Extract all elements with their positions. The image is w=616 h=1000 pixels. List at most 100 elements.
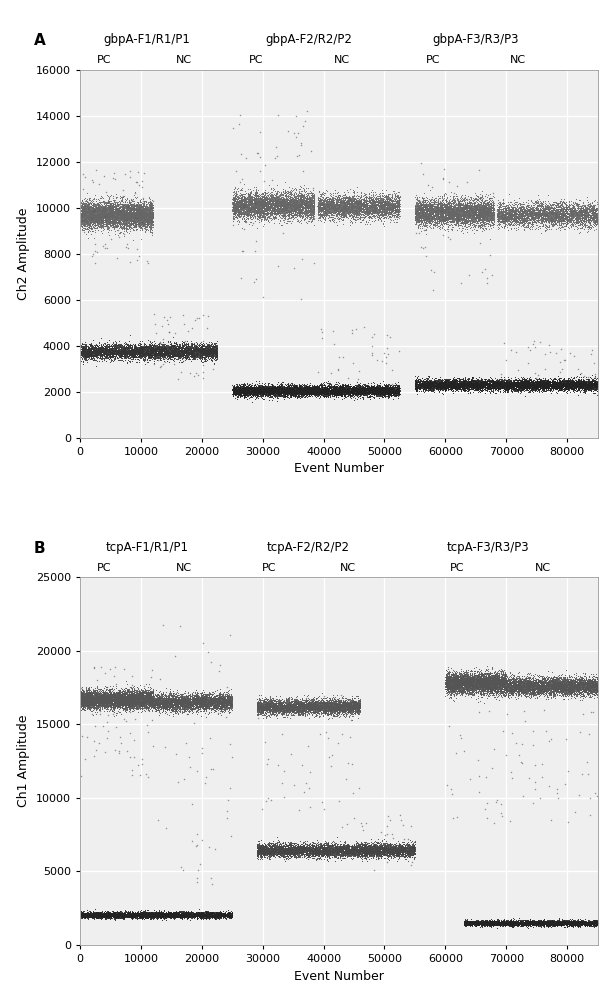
Point xyxy=(99,691,108,707)
Point xyxy=(316,844,326,860)
Point xyxy=(111,205,121,221)
Point xyxy=(322,204,332,220)
Point xyxy=(493,677,503,693)
Point xyxy=(253,701,263,717)
Point xyxy=(297,386,307,402)
Point xyxy=(288,376,298,392)
Point xyxy=(137,694,147,710)
Point xyxy=(368,382,378,398)
Point xyxy=(493,915,503,931)
Point xyxy=(489,374,499,390)
Point xyxy=(305,383,315,399)
Point xyxy=(556,670,565,686)
Point xyxy=(214,686,224,702)
Point xyxy=(79,694,89,710)
Point xyxy=(573,918,583,934)
Point xyxy=(315,206,325,222)
Point xyxy=(394,843,404,859)
Point xyxy=(148,349,158,365)
Point xyxy=(325,691,335,707)
Point xyxy=(442,201,452,217)
Point xyxy=(473,377,483,393)
Point xyxy=(125,354,135,370)
Point xyxy=(557,378,567,394)
Point xyxy=(91,694,100,710)
Point xyxy=(105,905,115,921)
Point xyxy=(573,679,583,695)
Point xyxy=(562,201,572,217)
Point xyxy=(534,206,544,222)
Point xyxy=(301,203,311,219)
Point xyxy=(476,199,485,215)
Point xyxy=(91,696,101,712)
Point xyxy=(288,383,298,399)
Point xyxy=(99,906,109,922)
Point xyxy=(175,700,185,716)
Point xyxy=(469,686,479,702)
Point xyxy=(344,696,354,712)
Point xyxy=(76,217,86,233)
Point xyxy=(560,199,570,215)
Point xyxy=(201,689,211,705)
Point xyxy=(196,910,206,926)
Point xyxy=(314,846,323,862)
Point xyxy=(482,376,492,392)
Point xyxy=(353,703,363,719)
Point xyxy=(366,381,376,397)
Point xyxy=(511,379,521,395)
Point xyxy=(347,843,357,859)
Point xyxy=(473,192,483,208)
Point xyxy=(524,912,533,928)
Point xyxy=(551,671,561,687)
Point xyxy=(110,689,120,705)
Point xyxy=(465,676,475,692)
Point xyxy=(497,915,507,931)
Point xyxy=(347,384,357,400)
Point xyxy=(488,916,498,932)
Point xyxy=(142,689,152,705)
Point xyxy=(483,216,493,232)
Point xyxy=(387,384,397,400)
Point xyxy=(112,343,122,359)
Point xyxy=(195,341,205,357)
Point xyxy=(500,674,510,690)
Point xyxy=(482,683,492,699)
Point xyxy=(284,383,294,399)
Point xyxy=(270,192,280,208)
Point xyxy=(538,218,548,234)
Point xyxy=(87,906,97,922)
Point xyxy=(499,673,509,689)
Point xyxy=(559,375,569,391)
Point xyxy=(529,916,538,932)
Point xyxy=(132,908,142,924)
Point xyxy=(95,693,105,709)
Point xyxy=(261,388,270,404)
Point xyxy=(116,343,126,359)
Point xyxy=(553,202,563,218)
Point xyxy=(541,682,551,698)
Point xyxy=(184,687,194,703)
Point xyxy=(90,200,100,216)
Point xyxy=(108,693,118,709)
Point xyxy=(211,906,221,922)
Point xyxy=(299,701,309,717)
Point xyxy=(524,673,533,689)
Point xyxy=(354,204,364,220)
Point xyxy=(185,906,195,922)
Point xyxy=(146,338,156,354)
Point xyxy=(580,913,590,929)
Point xyxy=(583,379,593,395)
Point xyxy=(384,383,394,399)
Point xyxy=(184,691,194,707)
Point xyxy=(286,701,296,717)
Point xyxy=(442,198,452,214)
Point xyxy=(108,905,118,921)
Point xyxy=(579,672,589,688)
Point xyxy=(304,843,314,859)
Point xyxy=(254,839,264,855)
Point xyxy=(419,377,429,393)
Point xyxy=(237,383,247,399)
Point xyxy=(494,672,504,688)
Point xyxy=(102,693,111,709)
Point xyxy=(584,681,594,697)
